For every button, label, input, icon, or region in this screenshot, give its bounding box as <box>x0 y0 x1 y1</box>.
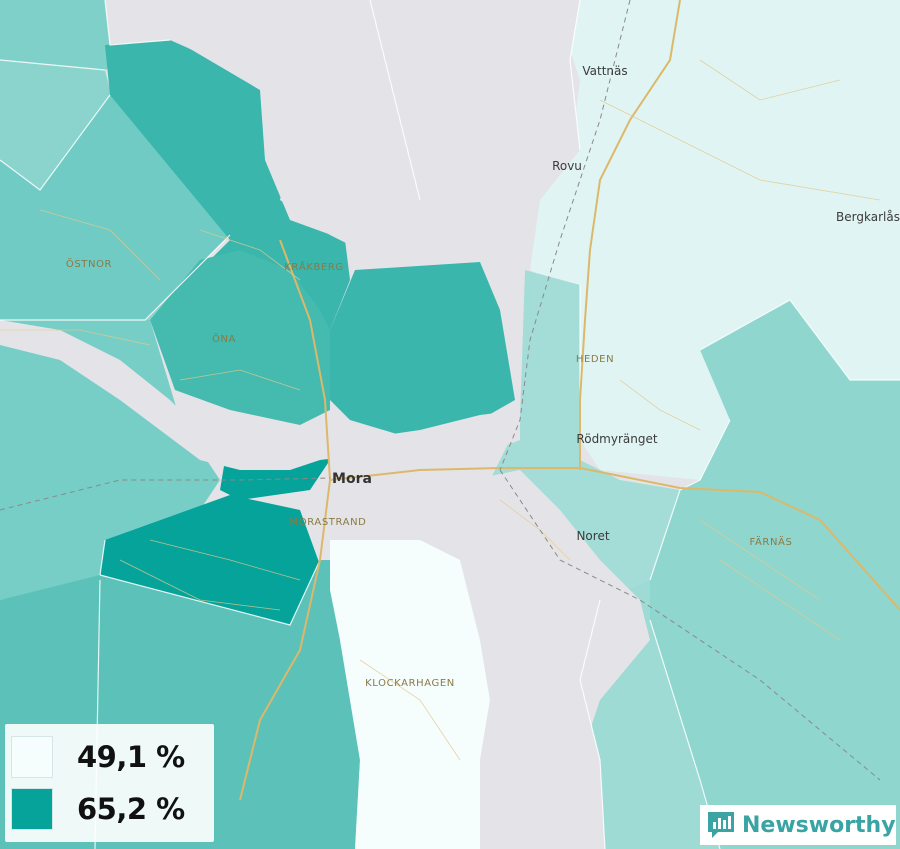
place-mora: Mora <box>332 471 372 487</box>
region-morastrand[interactable] <box>100 495 320 625</box>
place-rodmyranget: Rödmyränget <box>576 432 657 446</box>
lake-south <box>460 470 650 849</box>
major-roads <box>239 0 900 801</box>
place-noret: Noret <box>576 529 609 543</box>
place-heden: HEDEN <box>576 354 614 365</box>
lake-north <box>110 0 580 250</box>
legend-swatch-low <box>11 736 53 778</box>
region-ona[interactable] <box>150 250 330 425</box>
region-west[interactable] <box>0 0 170 80</box>
legend-swatch-high <box>11 788 53 830</box>
brand-name: Newsworthy <box>742 812 896 838</box>
newsworthy-logo-icon <box>708 812 734 838</box>
map-legend: 49,1 % 65,2 % <box>5 724 214 842</box>
newsworthy-brand[interactable]: Newsworthy <box>700 805 896 845</box>
legend-item-low: 49,1 % <box>11 736 185 778</box>
region-northeast-island[interactable] <box>330 262 515 435</box>
legend-label-high: 65,2 % <box>77 792 185 826</box>
legend-item-high: 65,2 % <box>11 788 185 830</box>
river-west <box>0 320 520 470</box>
place-morastrand: MORASTRAND <box>290 517 367 528</box>
region-ostnor[interactable] <box>0 95 230 320</box>
place-ona: ÖNA <box>212 332 236 345</box>
place-vattnas: Vattnäs <box>582 64 627 78</box>
region-klockarhagen[interactable] <box>330 540 490 849</box>
place-ostnor: ÖSTNOR <box>66 257 112 270</box>
minor-roads <box>0 59 881 761</box>
place-farnas: FÄRNÄS <box>750 535 793 548</box>
place-bergkarlas: Bergkarlås <box>836 210 900 224</box>
region-east-north[interactable] <box>530 0 900 480</box>
legend-label-low: 49,1 % <box>77 740 185 774</box>
railway <box>0 0 881 781</box>
place-krakberg: KRÅKBERG <box>284 260 344 273</box>
region-farnas[interactable] <box>650 300 900 849</box>
place-klockarhagen: KLOCKARHAGEN <box>365 678 455 689</box>
place-rovu: Rovu <box>552 159 582 173</box>
